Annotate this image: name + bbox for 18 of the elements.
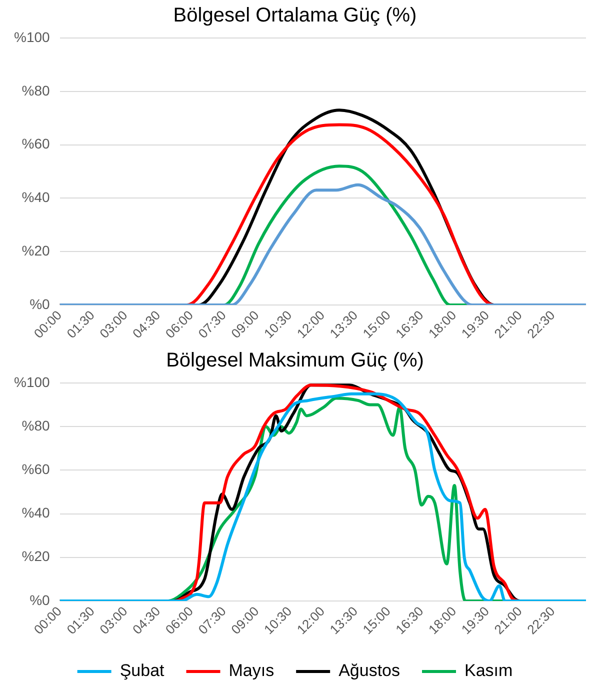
y-tick-label: %20	[22, 242, 50, 258]
y-tick-label: %0	[30, 296, 50, 312]
legend-label: Mayıs	[228, 661, 274, 680]
y-tick-label: %80	[22, 82, 50, 98]
y-tick-label: %40	[22, 189, 50, 206]
y-tick-label: %100	[14, 374, 50, 390]
legend-label: Şubat	[120, 661, 165, 680]
legend-label: Kasım	[464, 661, 513, 680]
y-tick-label: %80	[22, 417, 50, 434]
y-tick-label: %100	[14, 28, 50, 45]
y-tick-label: %0	[30, 592, 50, 608]
y-tick-label: %60	[22, 136, 50, 152]
chart-title: Bölgesel Maksimum Güç (%)	[166, 350, 424, 372]
legend-label: Ağustos	[338, 661, 400, 680]
y-tick-label: %60	[22, 461, 50, 478]
chart-title: Bölgesel Ortalama Güç (%)	[173, 4, 417, 27]
y-tick-label: %20	[22, 548, 50, 564]
y-tick-label: %40	[22, 504, 50, 521]
